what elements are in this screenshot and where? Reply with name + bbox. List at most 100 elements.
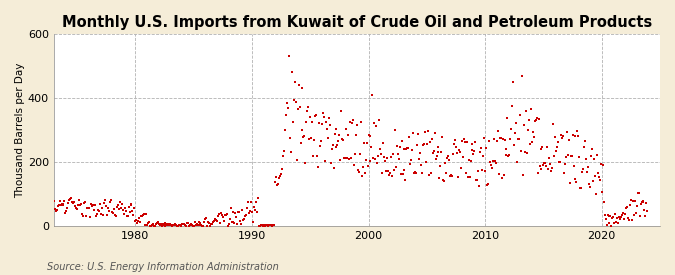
- Point: [504, 153, 515, 157]
- Point: [535, 167, 546, 171]
- Point: [454, 147, 464, 152]
- Point: [374, 118, 385, 122]
- Point: [127, 209, 138, 213]
- Point: [151, 222, 161, 226]
- Point: [433, 150, 444, 154]
- Point: [580, 139, 591, 144]
- Point: [608, 214, 619, 219]
- Point: [100, 198, 111, 202]
- Point: [186, 223, 197, 227]
- Point: [567, 133, 578, 138]
- Point: [317, 111, 328, 115]
- Point: [71, 206, 82, 210]
- Point: [107, 211, 118, 215]
- Point: [515, 113, 526, 117]
- Point: [109, 213, 120, 217]
- Point: [260, 223, 271, 228]
- Point: [589, 173, 600, 178]
- Point: [51, 208, 62, 213]
- Point: [364, 158, 375, 163]
- Point: [142, 223, 153, 227]
- Point: [483, 138, 494, 143]
- Point: [240, 213, 250, 218]
- Point: [279, 149, 290, 153]
- Point: [637, 199, 648, 204]
- Point: [330, 127, 341, 131]
- Point: [498, 173, 509, 178]
- Point: [281, 101, 292, 106]
- Point: [543, 166, 554, 171]
- Point: [538, 163, 549, 167]
- Point: [122, 213, 133, 218]
- Point: [55, 202, 66, 207]
- Point: [315, 144, 325, 148]
- Point: [215, 220, 225, 225]
- Point: [171, 223, 182, 228]
- Point: [170, 222, 181, 226]
- Point: [403, 146, 414, 150]
- Point: [75, 203, 86, 208]
- Point: [522, 151, 533, 156]
- Point: [435, 164, 446, 168]
- Point: [335, 158, 346, 163]
- Point: [560, 154, 571, 159]
- Point: [354, 170, 364, 174]
- Point: [597, 163, 608, 167]
- Point: [593, 170, 603, 175]
- Point: [464, 174, 475, 179]
- Point: [64, 198, 75, 202]
- Point: [70, 204, 80, 208]
- Point: [395, 172, 406, 176]
- Point: [516, 149, 526, 153]
- Point: [184, 223, 195, 227]
- Point: [512, 160, 522, 164]
- Point: [365, 133, 376, 138]
- Point: [246, 200, 256, 205]
- Point: [441, 171, 452, 175]
- Point: [230, 211, 241, 215]
- Point: [563, 138, 574, 142]
- Point: [317, 122, 327, 126]
- Point: [342, 156, 352, 160]
- Point: [82, 206, 93, 210]
- Point: [236, 222, 246, 226]
- Point: [298, 134, 309, 139]
- Point: [436, 150, 447, 154]
- Point: [466, 148, 477, 152]
- Point: [369, 120, 380, 125]
- Point: [622, 216, 633, 221]
- Point: [83, 206, 94, 211]
- Point: [305, 115, 316, 120]
- Point: [520, 109, 531, 113]
- Point: [478, 154, 489, 158]
- Point: [120, 209, 131, 214]
- Point: [461, 140, 472, 144]
- Point: [62, 206, 73, 211]
- Point: [310, 113, 321, 118]
- Point: [339, 155, 350, 160]
- Point: [63, 200, 74, 205]
- Point: [331, 145, 342, 149]
- Point: [268, 223, 279, 227]
- Point: [165, 222, 176, 226]
- Point: [556, 136, 567, 140]
- Point: [450, 138, 460, 142]
- Point: [613, 221, 624, 225]
- Point: [363, 133, 374, 137]
- Point: [580, 157, 591, 161]
- Point: [111, 205, 122, 209]
- Point: [142, 221, 153, 225]
- Point: [261, 223, 272, 227]
- Point: [489, 158, 500, 163]
- Point: [560, 161, 570, 166]
- Point: [60, 211, 71, 215]
- Point: [634, 214, 645, 218]
- Point: [500, 147, 511, 152]
- Point: [599, 212, 610, 217]
- Point: [571, 180, 582, 184]
- Point: [516, 73, 527, 78]
- Point: [619, 217, 630, 222]
- Point: [491, 161, 502, 166]
- Point: [376, 152, 387, 156]
- Point: [602, 213, 613, 217]
